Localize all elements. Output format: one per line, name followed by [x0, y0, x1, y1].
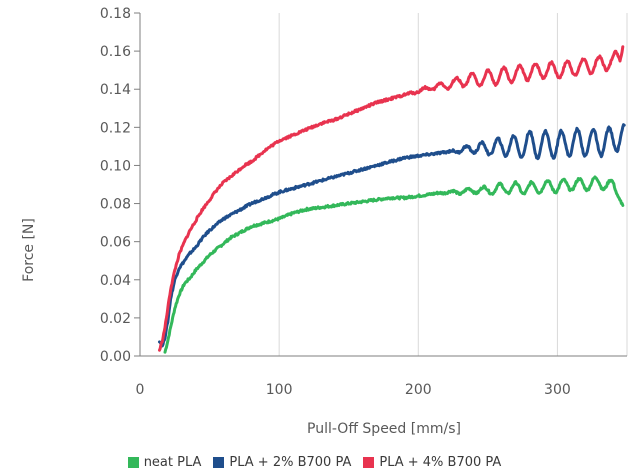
- legend-label: PLA + 2% B700 PA: [229, 454, 352, 470]
- legend-item: PLA + 4% B700 PA: [363, 455, 501, 470]
- x-tick-label: 300: [544, 382, 571, 398]
- y-tick-label: 0.02: [100, 311, 131, 327]
- legend-item: neat PLA: [127, 454, 202, 470]
- legend-swatch: [127, 456, 139, 468]
- legend-label: PLA + 4% B700 PA: [379, 454, 502, 470]
- y-tick-label: 0.12: [100, 120, 131, 136]
- series-lines: [158, 45, 626, 354]
- legend-item: PLA + 2% B700 PA: [213, 455, 351, 470]
- x-tick-label: 0: [136, 382, 145, 398]
- legend-label: neat PLA: [143, 454, 202, 470]
- y-tick-label: 0.16: [100, 44, 131, 60]
- axes: [134, 12, 627, 357]
- x-tick-label: 200: [405, 382, 432, 398]
- y-tick-label: 0.00: [100, 349, 131, 365]
- y-tick-label: 0.10: [100, 158, 131, 174]
- legend: neat PLA PLA + 2% B700 PA PLA + 4% B700 PA: [0, 452, 629, 472]
- y-tick-label: 0.14: [100, 82, 131, 98]
- series-line-0: [163, 175, 625, 354]
- y-tick-label: 0.08: [100, 197, 131, 213]
- series-line-1: [158, 123, 626, 348]
- tick-labels: 0 100 200 300 0.00 0.02 0.04 0.06 0.08 0.10 0.12 0.…: [100, 6, 571, 398]
- y-axis-title: Force [N]: [21, 218, 37, 282]
- y-tick-label: 0.04: [100, 273, 131, 289]
- gridlines: [278, 13, 628, 356]
- legend-swatch: [363, 456, 375, 468]
- x-tick-label: 100: [266, 382, 293, 398]
- legend-swatch: [213, 456, 225, 468]
- series-line-2: [158, 45, 625, 352]
- x-axis-title: Pull-Off Speed [mm/s]: [307, 421, 461, 437]
- y-tick-label: 0.06: [100, 235, 131, 251]
- y-tick-label: 0.18: [100, 6, 131, 22]
